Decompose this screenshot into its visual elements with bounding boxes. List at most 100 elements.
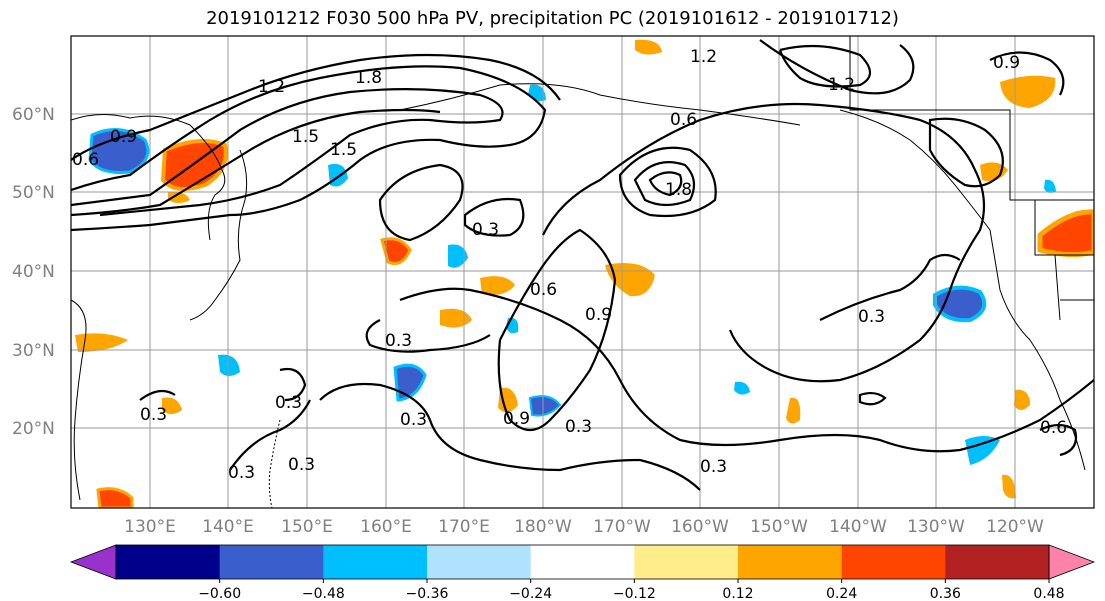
lon-label: 160°W xyxy=(671,517,729,537)
pv-contour xyxy=(319,382,701,491)
contour-label: 1.5 xyxy=(330,140,357,160)
contour-label: 0.9 xyxy=(503,409,530,429)
colorbar-swatch xyxy=(945,545,1050,579)
coastline-northamerica xyxy=(839,109,1086,471)
shade-pos xyxy=(1014,389,1030,410)
shade-pos xyxy=(1000,75,1056,108)
contour-label: 0.6 xyxy=(670,110,697,130)
map-background xyxy=(71,36,1094,508)
shade-neg xyxy=(448,244,468,268)
shade-neg xyxy=(734,381,750,395)
shade-neg xyxy=(528,395,562,417)
shade-pos xyxy=(162,397,182,414)
pv-contour xyxy=(463,197,525,237)
colorbar-tick-label: −0.36 xyxy=(406,586,449,601)
lon-label: 140°E xyxy=(202,517,254,537)
colorbar-tick-label: −0.60 xyxy=(198,586,241,601)
contour-label: 0.9 xyxy=(110,127,137,147)
pv-contour xyxy=(229,399,311,471)
colorbar-tick-label: 0.12 xyxy=(722,586,753,601)
colorbar-labels: −0.60 −0.48 −0.36 −0.24 −0.12 0.12 0.24 0.36 0.4… xyxy=(198,586,1064,601)
colorbar-swatch xyxy=(634,545,739,579)
lon-label: 130°E xyxy=(124,517,176,537)
pv-contour xyxy=(71,108,441,217)
shade-neg xyxy=(933,285,987,323)
coastline-japan xyxy=(189,149,248,321)
contour-label: 0.9 xyxy=(993,53,1020,73)
colorbar-tick-label: −0.48 xyxy=(302,586,345,601)
pv-contour xyxy=(1039,423,1078,457)
contour-label: 1.2 xyxy=(690,47,717,67)
contour-label: 0.3 xyxy=(288,455,315,475)
colorbar-tick-label: −0.12 xyxy=(613,586,656,601)
pv-contour-outer xyxy=(71,65,547,232)
pv-contour xyxy=(365,319,491,353)
shade-neg xyxy=(218,354,240,376)
lat-label: 20°N xyxy=(12,419,55,439)
contour-label: 0.6 xyxy=(72,150,99,170)
contour-label: 0.3 xyxy=(275,393,302,413)
contour-label: 0.6 xyxy=(1040,418,1067,438)
shade-neg xyxy=(965,436,1000,465)
pv-contour xyxy=(618,146,717,218)
colorbar-swatch xyxy=(116,545,221,579)
shade-neg xyxy=(1044,179,1056,193)
lat-label: 60°N xyxy=(12,105,55,125)
pv-contour xyxy=(778,44,872,88)
lat-label: 40°N xyxy=(12,262,55,282)
shade-pos xyxy=(635,39,662,55)
contour-label: 0.3 xyxy=(700,457,727,477)
contour-label: 1.8 xyxy=(355,68,382,88)
colorbar-frame xyxy=(115,544,1050,580)
pv-contour xyxy=(819,253,961,321)
colorbar-swatch xyxy=(841,545,946,579)
contour-label: 1.2 xyxy=(258,77,285,97)
shade-pos xyxy=(168,191,190,203)
lon-label: 120°W xyxy=(986,517,1044,537)
shade-pos xyxy=(1037,209,1094,258)
colorbar-extend-min xyxy=(69,544,117,580)
contour-label: 0.3 xyxy=(385,331,412,351)
lon-label: 170°E xyxy=(438,517,490,537)
colorbar xyxy=(69,544,1096,583)
lon-label: 150°E xyxy=(281,517,333,537)
lat-labels: 60°N 50°N 40°N 30°N 20°N xyxy=(12,105,55,439)
lon-label: 170°W xyxy=(593,517,651,537)
shade-pos xyxy=(980,162,1008,182)
colorbar-extend-max xyxy=(1048,544,1096,580)
pv-contour xyxy=(648,171,683,197)
pv-contour xyxy=(139,389,176,401)
pv-contour xyxy=(71,88,504,217)
colorbar-swatch xyxy=(427,545,532,579)
pv-contour xyxy=(71,53,561,161)
map-title: 2019101212 F030 500 hPa PV, precipitatio… xyxy=(206,8,899,29)
pv-contour xyxy=(633,161,696,207)
contour-label: 0.3 xyxy=(140,405,167,425)
border-states xyxy=(1010,199,1094,321)
lon-label: 140°W xyxy=(829,517,887,537)
pv-contour xyxy=(858,391,887,406)
shade-pos xyxy=(498,387,518,413)
shade-pos xyxy=(96,487,134,508)
contour-label: 0.3 xyxy=(565,417,592,437)
shade-pos xyxy=(480,276,515,295)
contour-label: 0.9 xyxy=(585,305,612,325)
lon-label: 150°W xyxy=(750,517,808,537)
lon-label: 130°W xyxy=(907,517,965,537)
contour-label: 0.3 xyxy=(400,410,427,430)
pv-contours xyxy=(71,39,1094,491)
contour-label: 0.3 xyxy=(228,463,255,483)
colorbar-tick-label: 0.36 xyxy=(930,586,961,601)
contour-labels: 1.2 1.8 1.5 1.5 0.9 0.6 0.6 0.3 0.6 0.9 … xyxy=(72,47,1067,483)
pv-contour xyxy=(378,163,464,242)
colorbar-tick-label: −0.24 xyxy=(509,586,552,601)
colorbar-swatch xyxy=(530,545,635,579)
contour-label: 1.5 xyxy=(292,127,319,147)
shade-pos xyxy=(786,397,801,424)
pv-contour xyxy=(759,39,915,95)
colorbar-swatch xyxy=(323,545,428,579)
colorbar-tick-label: 0.48 xyxy=(1033,586,1064,601)
shade-pos xyxy=(75,333,128,352)
island-chain xyxy=(268,419,281,508)
